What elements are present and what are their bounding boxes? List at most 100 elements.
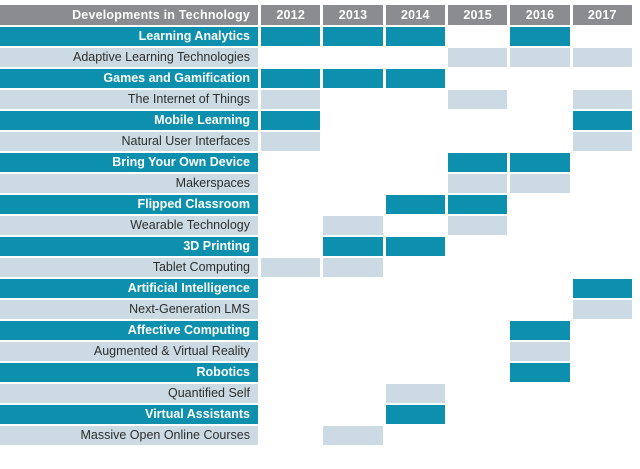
year-cell-2013	[323, 216, 383, 235]
row-label: The Internet of Things	[0, 90, 258, 109]
row-label: Wearable Technology	[0, 216, 258, 235]
year-cell-2015	[447, 216, 508, 235]
year-cell-2012	[261, 153, 320, 172]
year-cell-2016	[510, 405, 569, 424]
year-cell-2016	[510, 90, 569, 109]
year-cell-2012	[261, 195, 320, 214]
year-cell-2013	[323, 405, 382, 424]
year-cell-2014	[385, 384, 445, 403]
row-label: Affective Computing	[0, 321, 258, 340]
table-row: Quantified Self	[0, 384, 632, 403]
table-row: Adaptive Learning Technologies	[0, 48, 632, 67]
year-cell-2015	[448, 384, 507, 403]
table-row: Flipped Classroom	[0, 195, 632, 214]
row-label: Flipped Classroom	[0, 195, 258, 214]
year-cell-2015	[447, 174, 508, 193]
year-cell-2013	[323, 111, 382, 130]
header-row: Developments in Technology 2012 2013 2014 2…	[0, 5, 632, 25]
table-row: Wearable Technology	[0, 216, 632, 235]
year-cell-2017	[573, 174, 632, 193]
year-cell-2014	[386, 258, 445, 277]
year-cell-2014	[386, 321, 445, 340]
year-cell-2014	[386, 90, 445, 109]
year-cell-2016	[510, 237, 569, 256]
year-cell-2014	[386, 132, 445, 151]
table-row: Makerspaces	[0, 174, 632, 193]
year-cell-2017	[573, 237, 632, 256]
year-cell-2016	[510, 69, 569, 88]
year-header-2017: 2017	[572, 5, 632, 25]
year-cell-2013	[323, 69, 383, 88]
year-cell-2015	[447, 153, 508, 172]
year-cell-2015	[448, 69, 507, 88]
year-cell-2014	[385, 195, 445, 214]
table-row: Next-Generation LMS	[0, 300, 632, 319]
year-cell-2016	[510, 195, 569, 214]
year-cell-2012	[261, 258, 321, 277]
year-cell-2016	[510, 279, 569, 298]
table-row: Natural User Interfaces	[0, 132, 632, 151]
year-cell-2016	[510, 153, 570, 172]
table-row: Games and Gamification	[0, 69, 632, 88]
year-cell-2012	[261, 384, 320, 403]
year-cell-2014	[385, 69, 445, 88]
year-cell-2012	[261, 363, 320, 382]
year-cell-2017	[572, 132, 632, 151]
year-cell-2017	[573, 363, 632, 382]
year-cell-2012	[261, 27, 321, 46]
table-row: Augmented & Virtual Reality	[0, 342, 632, 361]
year-cell-2013	[323, 384, 382, 403]
year-cell-2017	[572, 300, 632, 319]
year-cell-2016	[510, 363, 570, 382]
year-cell-2014	[386, 363, 445, 382]
year-cell-2017	[573, 426, 632, 445]
year-cell-2017	[573, 153, 632, 172]
year-cell-2012	[261, 300, 320, 319]
year-cell-2012	[261, 237, 320, 256]
year-cell-2015	[447, 48, 508, 67]
year-cell-2015	[448, 342, 507, 361]
year-cell-2017	[572, 111, 632, 130]
row-label: Artificial Intelligence	[0, 279, 258, 298]
year-cell-2013	[323, 363, 382, 382]
row-label: Mobile Learning	[0, 111, 258, 130]
year-cell-2015	[448, 426, 507, 445]
year-cell-2014	[386, 111, 445, 130]
table-row: Artificial Intelligence	[0, 279, 632, 298]
year-cell-2016	[510, 48, 570, 67]
year-cell-2013	[323, 300, 382, 319]
year-cell-2014	[386, 279, 445, 298]
year-cell-2013	[323, 195, 382, 214]
year-cell-2012	[261, 111, 321, 130]
year-cell-2013	[323, 342, 382, 361]
year-cell-2012	[261, 69, 321, 88]
year-cell-2017	[573, 258, 632, 277]
year-cell-2012	[261, 132, 321, 151]
year-cell-2014	[386, 48, 445, 67]
year-cell-2016	[510, 384, 569, 403]
year-cell-2012	[261, 426, 320, 445]
year-cell-2015	[448, 321, 507, 340]
row-label: Massive Open Online Courses	[0, 426, 258, 445]
table-row: Massive Open Online Courses	[0, 426, 632, 445]
year-cell-2015	[448, 258, 507, 277]
year-cell-2015	[448, 111, 507, 130]
year-cell-2013	[323, 27, 383, 46]
year-cell-2017	[573, 342, 632, 361]
year-cell-2014	[386, 300, 445, 319]
year-header-2015: 2015	[447, 5, 508, 25]
year-cell-2014	[386, 153, 445, 172]
year-cell-2015	[448, 300, 507, 319]
year-cell-2017	[572, 90, 632, 109]
year-header-2013: 2013	[323, 5, 383, 25]
row-label: 3D Printing	[0, 237, 258, 256]
year-cell-2014	[385, 27, 445, 46]
year-cell-2012	[261, 90, 321, 109]
year-cell-2015	[448, 237, 507, 256]
year-cell-2013	[323, 48, 382, 67]
year-cell-2016	[510, 321, 570, 340]
year-cell-2013	[323, 321, 382, 340]
year-cell-2015	[447, 195, 508, 214]
year-cell-2017	[572, 48, 632, 67]
year-cell-2014	[386, 216, 445, 235]
